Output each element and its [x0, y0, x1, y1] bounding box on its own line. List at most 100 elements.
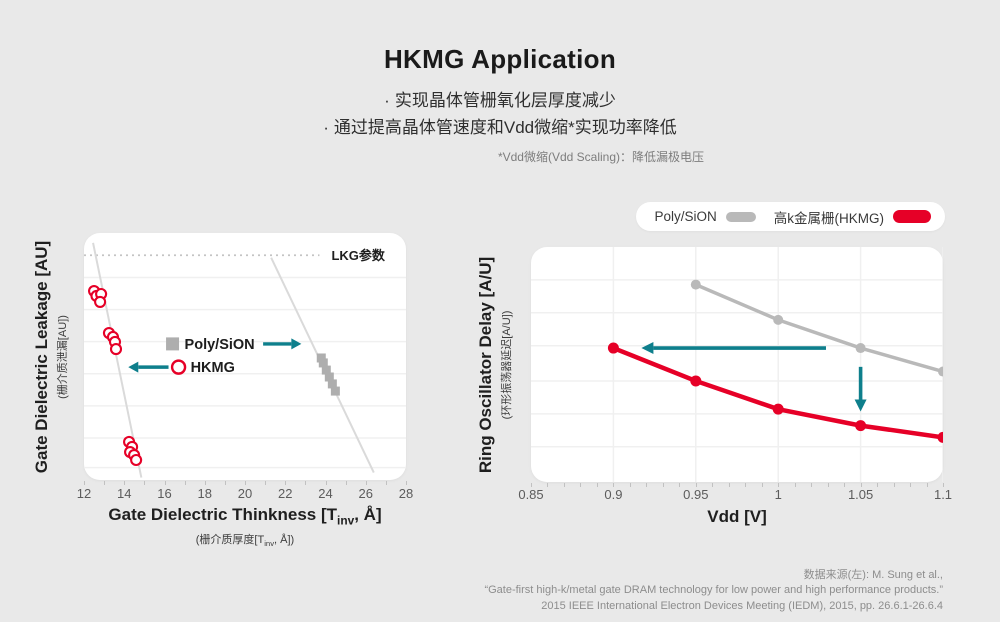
square-marker-icon [166, 337, 180, 351]
x-tick-mark [778, 483, 780, 487]
gate-leakage-scatter-chart: LKG参数 Poly/SiON HKMG [84, 242, 406, 478]
x-tick-mark [646, 483, 648, 487]
x-tick-mark [563, 483, 565, 487]
x-tick-mark [531, 483, 532, 487]
arrow-left-icon [641, 342, 826, 355]
x-tick-mark [728, 483, 730, 487]
x-axis-label-right: Vdd [V] [707, 507, 767, 526]
x-tick-label: 0.95 [683, 487, 709, 502]
right-chart-panel [531, 247, 949, 482]
x-tick-mark [629, 483, 631, 487]
y-axis-label-left: Gate Dielectric Leakage [AU] (栅介质泄漏[AU]) [20, 233, 82, 480]
series-hkmg [88, 284, 143, 467]
ring-oscillator-delay-line-chart [531, 247, 949, 482]
bullet-item: · 通过提高晶体管速度和Vdd微缩*实现功率降低 [0, 114, 1000, 141]
x-tick-label: 22 [278, 486, 293, 501]
x-tick-mark [893, 483, 895, 487]
x-tick-mark [811, 483, 813, 487]
x-tick-mark [345, 481, 347, 485]
x-tick-label: 26 [358, 486, 373, 501]
chart-legend: Poly/SiON 高k金属栅(HKMG) [636, 202, 945, 231]
x-tick-mark [285, 481, 287, 485]
x-tick-mark [662, 483, 664, 487]
bullet-list: · 实现晶体管栅氧化层厚度减少 · 通过提高晶体管速度和Vdd微缩*实现功率降低 [0, 87, 1000, 141]
inner-legend-text: Poly/SiON [185, 337, 255, 353]
x-tick-label: 1 [774, 487, 782, 502]
x-tick-mark [794, 483, 796, 487]
x-tick-mark [365, 481, 367, 485]
bullet-text: 实现晶体管栅氧化层厚度减少 [394, 91, 616, 110]
x-axis-sublabel-left: (栅介质厚度[Tinv, Å]) [195, 534, 295, 549]
x-tick-label: 0.9 [604, 487, 623, 502]
x-tick-mark [860, 483, 862, 487]
x-tick-mark [926, 483, 928, 487]
x-tick-label: 18 [197, 486, 212, 501]
x-tick-mark [877, 483, 879, 487]
x-tick-mark [712, 483, 714, 487]
bullet-dot: · [384, 91, 390, 110]
x-tick-label: 16 [157, 486, 172, 501]
x-tick-label: 28 [398, 486, 414, 501]
x-tick-mark [144, 481, 146, 485]
x-tick-mark [943, 483, 944, 487]
x-tick-label: 12 [76, 486, 92, 501]
series-polysion [690, 279, 948, 377]
legend-swatch-hkmg [893, 210, 931, 223]
x-tick-mark [844, 483, 846, 487]
x-tick-mark [325, 481, 327, 485]
legend-swatch-polysion [725, 211, 756, 222]
y-axis-label-right: Ring Oscillator Delay [A/U] (环形振荡器延迟[A/U… [466, 247, 524, 482]
y-axis-subtitle-right: (环形振荡器延迟[A/U]) [501, 310, 514, 419]
y-axis-title-right: Ring Oscillator Delay [A/U] [476, 256, 496, 473]
x-tick-mark [761, 483, 763, 487]
page-title: HKMG Application [383, 44, 617, 74]
y-axis-subtitle-left: (栅介质泄漏[AU]) [57, 314, 70, 399]
y-axis-title-left: Gate Dielectric Leakage [AU] [32, 240, 52, 473]
x-tick-label: 24 [318, 486, 333, 501]
x-tick-mark [164, 481, 166, 485]
left-chart-panel: LKG参数 Poly/SiON HKMG [84, 233, 406, 480]
bullet-dot: · [323, 118, 329, 137]
x-tick-mark [679, 483, 681, 487]
x-tick-mark [385, 481, 387, 485]
x-axis-label-left: Gate Dielectric Thinkness [Tinv, Å] [108, 505, 382, 528]
x-tick-mark [265, 481, 267, 485]
x-tick-mark [406, 481, 407, 485]
inner-legend-text: HKMG [191, 360, 235, 376]
legend-label-polysion: Poly/SiON [654, 209, 717, 224]
lkg-threshold-label: LKG参数 [331, 248, 385, 263]
inner-legend-row: HKMG [170, 359, 235, 376]
x-tick-label: 0.85 [518, 487, 544, 502]
x-tick-mark [827, 483, 829, 487]
x-tick-mark [910, 483, 912, 487]
x-tick-label: 20 [237, 486, 253, 501]
arrow-right-icon [263, 338, 302, 350]
arrow-left-icon [128, 361, 169, 373]
x-tick-label: 1.1 [933, 487, 953, 502]
x-tick-mark [695, 483, 697, 487]
x-tick-mark [224, 481, 226, 485]
x-tick-mark [84, 481, 85, 485]
arrow-down-icon [854, 366, 867, 412]
citation-line: “Gate-first high-k/metal gate DRAM techn… [484, 584, 943, 596]
series-polysion [316, 353, 340, 396]
bullet-item: · 实现晶体管栅氧化层厚度减少 [0, 87, 1000, 114]
x-tick-mark [580, 483, 582, 487]
citation-line: 数据来源(左): M. Sung et al., [803, 568, 943, 581]
circle-marker-icon [170, 359, 187, 375]
vdd-scaling-footnote: *Vdd微缩(Vdd Scaling)：降低漏极电压 [497, 150, 704, 164]
data-source-citation: 数据来源(左): M. Sung et al., “Gate-first hig… [484, 568, 943, 615]
x-tick-label: 1.05 [847, 487, 874, 502]
x-tick-mark [613, 483, 615, 487]
x-tick-mark [204, 481, 206, 485]
bullet-text: 通过提高晶体管速度和Vdd微缩*实现功率降低 [333, 118, 677, 137]
x-tick-mark [547, 483, 549, 487]
x-tick-mark [104, 481, 106, 485]
x-tick-mark [305, 481, 307, 485]
x-tick-mark [124, 481, 126, 485]
x-tick-mark [596, 483, 598, 487]
x-tick-label: 14 [117, 486, 132, 501]
inner-legend-row: Poly/SiON [166, 337, 255, 353]
x-tick-mark [745, 483, 747, 487]
citation-line: 2015 IEEE International Electron Devices… [541, 599, 943, 612]
